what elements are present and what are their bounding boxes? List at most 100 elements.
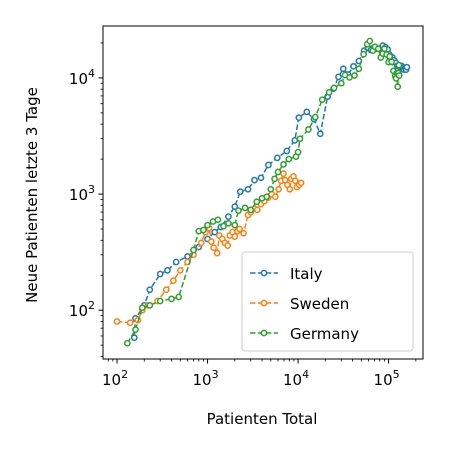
data-point (231, 233, 239, 240)
data-point (257, 174, 265, 182)
data-point (295, 114, 303, 121)
legend-item: Sweden (250, 295, 349, 313)
data-point (253, 206, 261, 214)
data-point (386, 53, 394, 60)
data-point (204, 221, 211, 229)
legend-box (241, 251, 414, 352)
data-point (283, 147, 291, 155)
data-point (335, 73, 342, 81)
x-axis-label: Patienten Total (207, 410, 318, 428)
data-point (325, 89, 333, 96)
data-point (231, 221, 239, 229)
legend-item: Germany (250, 325, 359, 343)
data-point (214, 216, 222, 224)
data-point (200, 226, 207, 234)
x-tick-label: 104 (283, 368, 309, 389)
data-point (330, 84, 338, 92)
data-point (113, 318, 121, 325)
data-point (280, 161, 287, 168)
data-point (305, 126, 312, 133)
plot-area (113, 37, 411, 347)
data-point (351, 72, 358, 79)
data-point (297, 179, 305, 187)
data-point (273, 154, 281, 162)
data-point (126, 319, 134, 327)
x-tick-label: 102 (102, 368, 128, 389)
legend-item: Italy (250, 265, 323, 283)
data-point (271, 193, 279, 201)
data-point (271, 175, 278, 183)
x-tick-label: 103 (192, 368, 218, 389)
data-point (225, 219, 232, 227)
data-point (394, 83, 402, 91)
data-point (285, 155, 293, 163)
data-point (291, 177, 299, 185)
data-point (130, 334, 138, 342)
data-point (355, 65, 363, 73)
x-tick-label: 105 (374, 368, 400, 389)
data-point (388, 58, 395, 66)
data-point (395, 72, 403, 79)
data-point (303, 108, 311, 116)
data-point (175, 293, 183, 301)
data-point (263, 193, 271, 201)
data-point (274, 168, 282, 176)
data-point (164, 267, 171, 274)
data-point (207, 238, 215, 245)
data-point (403, 63, 411, 71)
data-point (294, 148, 302, 156)
data-point (168, 295, 175, 303)
data-point (280, 170, 287, 177)
data-point (210, 244, 218, 252)
data-point (236, 188, 244, 195)
legend-label: Germany (290, 325, 359, 343)
data-point (240, 229, 247, 237)
data-point (176, 267, 184, 274)
data-point (311, 113, 319, 121)
data-point (374, 45, 382, 53)
legend: Italy Sweden Germany (241, 251, 414, 352)
data-point (236, 225, 243, 233)
data-point (267, 185, 275, 193)
series-germany (123, 37, 403, 347)
data-point (213, 249, 221, 257)
data-point (366, 37, 374, 45)
data-point (241, 204, 249, 212)
data-point (224, 242, 232, 249)
data-point (339, 65, 347, 73)
y-tick-label: 103 (69, 183, 95, 204)
data-point (251, 176, 258, 184)
data-point (296, 135, 304, 143)
data-point (316, 130, 324, 138)
data-point (156, 297, 164, 305)
data-point (156, 270, 164, 278)
data-point (286, 185, 294, 193)
data-point (146, 286, 154, 294)
legend-marker (260, 269, 268, 277)
data-point (220, 222, 227, 230)
data-point (247, 206, 255, 214)
y-axis-label: Neue Patienten letzte 3 Tage (23, 87, 41, 303)
data-point (170, 277, 177, 284)
data-point (197, 239, 205, 247)
series-sweden (113, 170, 305, 327)
data-point (184, 253, 191, 260)
data-point (138, 304, 146, 312)
data-point (231, 203, 239, 210)
data-point (244, 185, 252, 193)
data-point (291, 137, 299, 144)
legend-marker (260, 329, 268, 337)
data-point (381, 45, 388, 53)
data-point (318, 96, 326, 104)
legend-label: Italy (290, 265, 323, 283)
data-point (235, 207, 242, 214)
data-point (275, 185, 282, 193)
data-point (162, 286, 170, 294)
axes: 102 103 104 105 102 103 104 (69, 25, 424, 389)
data-point (123, 339, 131, 347)
data-point (190, 246, 197, 254)
data-point (360, 50, 367, 58)
data-point (337, 79, 345, 87)
legend-marker (260, 299, 268, 307)
